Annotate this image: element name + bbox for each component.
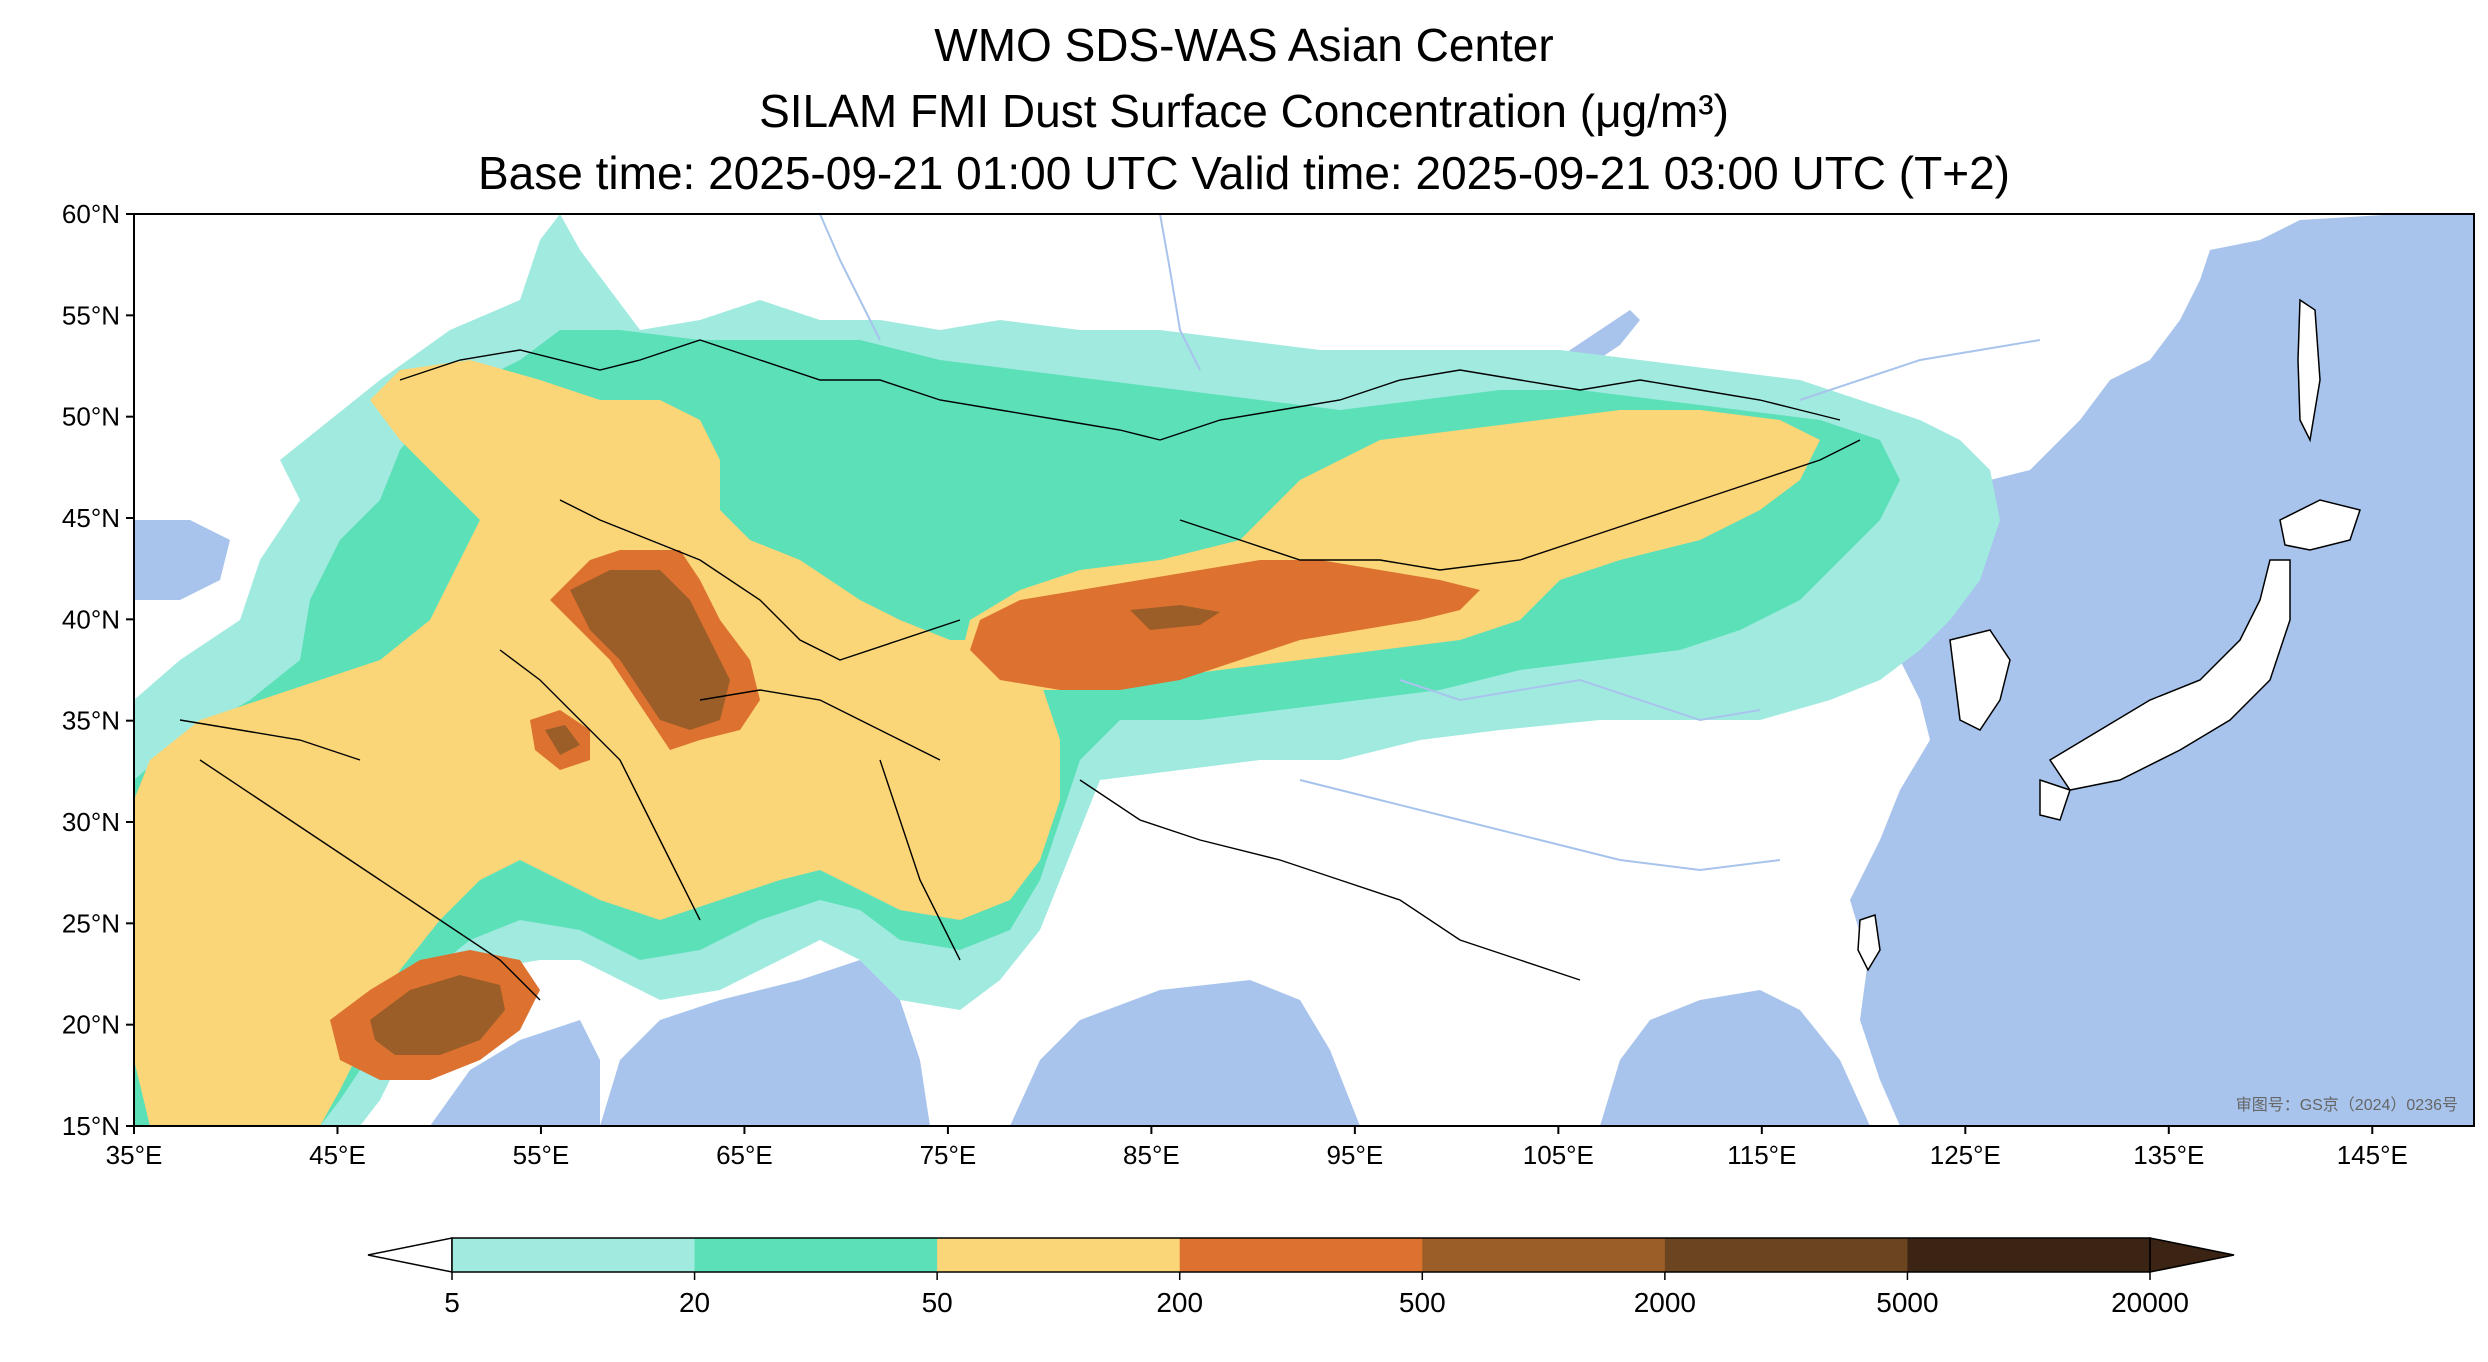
taiwan <box>1857 914 1881 972</box>
colorbar-max-extension <box>2149 1237 2235 1273</box>
lon-tick-label: 105°E <box>1523 1140 1594 1170</box>
border-arabia <box>199 759 541 1001</box>
lon-axis: 35°E 45°E 55°E 65°E 75°E 85°E 95°E 105°E 115°E 12… <box>106 1126 2408 1170</box>
lon-tick-label: 145°E <box>2337 1140 2408 1170</box>
lon-tick-label: 95°E <box>1327 1140 1384 1170</box>
river-yenisei <box>1159 214 1201 371</box>
border-pakistan-india <box>879 759 961 961</box>
border-russia-kazakhstan <box>399 339 1161 441</box>
colorbar-segment <box>452 1238 696 1272</box>
bay-of-bengal <box>1010 980 1360 1126</box>
colorbar-segment <box>937 1238 1181 1272</box>
border-china-south <box>1079 779 1581 981</box>
hokkaido <box>2279 499 2361 551</box>
dust-level-500-2000-arabia <box>370 975 505 1055</box>
colorbar: 5 20 50 200 500 2000 5000 20000 <box>367 1237 2235 1318</box>
japan-islands <box>2039 499 2361 821</box>
lon-tick-label: 135°E <box>2133 1140 2204 1170</box>
lat-tick-label: 15°N <box>62 1111 120 1141</box>
colorbar-min-extension <box>367 1237 453 1273</box>
lat-tick-label: 50°N <box>62 402 120 432</box>
kyushu <box>2039 778 2071 821</box>
river-yangtze <box>1299 779 1781 872</box>
map-watermark: 审图号：GS京（2024）0236号 <box>2236 1096 2458 1114</box>
dust-concentration-field <box>134 214 2000 1126</box>
lon-tick-label: 35°E <box>106 1140 163 1170</box>
map-area: 审图号：GS京（2024）0236号 <box>134 214 2474 1126</box>
dust-level-200-500-taklamakan <box>970 560 1480 690</box>
sea-areas <box>134 214 2474 1126</box>
pacific-ocean <box>1850 214 2474 1126</box>
river-yellow <box>1399 678 1761 722</box>
colorbar-frame <box>451 1237 2151 1273</box>
lat-axis: 60°N 55°N 50°N 45°N 40°N 35°N 30°N 25°N 20°N 15°N <box>62 199 134 1141</box>
dust-level-500-2000-iran <box>545 725 580 755</box>
colorbar-tick-label: 5000 <box>1876 1287 1938 1318</box>
border-russia-mongolia <box>1159 369 1841 441</box>
lon-tick-label: 55°E <box>513 1140 570 1170</box>
lon-tick-label: 75°E <box>920 1140 977 1170</box>
river-ob <box>819 214 881 341</box>
colorbar-tick-label: 50 <box>922 1287 953 1318</box>
border-china-mongolia <box>1179 439 1861 571</box>
colorbar-segment <box>1907 1238 2151 1272</box>
indian-ocean <box>600 960 930 1126</box>
border-iran <box>499 649 701 921</box>
border-afghanistan <box>699 689 941 761</box>
colorbar-segment <box>694 1238 938 1272</box>
lon-tick-label: 115°E <box>1727 1140 1796 1170</box>
dust-level-500-2000-taklamakan <box>1130 605 1220 630</box>
colorbar-segment <box>1664 1238 1908 1272</box>
lat-tick-label: 45°N <box>62 503 120 533</box>
river-amur <box>1799 339 2041 401</box>
map-frame <box>133 213 2475 1127</box>
lon-tick-label: 125°E <box>1930 1140 2001 1170</box>
colorbar-tick-label: 5 <box>444 1287 460 1318</box>
rivers <box>819 214 2041 872</box>
sakhalin <box>2297 298 2321 443</box>
colorbar-tick-label: 200 <box>1156 1287 1203 1318</box>
lat-tick-label: 60°N <box>62 199 120 229</box>
map-title: WMO SDS-WAS Asian Center <box>934 19 1554 71</box>
arabian-sea-west <box>430 1020 600 1126</box>
lat-tick-label: 35°N <box>62 706 120 736</box>
colorbar-tick-label: 500 <box>1399 1287 1446 1318</box>
lat-tick-label: 55°N <box>62 300 120 330</box>
colorbar-segment <box>1422 1238 1666 1272</box>
lon-tick-label: 65°E <box>716 1140 773 1170</box>
lon-tick-label: 85°E <box>1123 1140 1180 1170</box>
border-central-asia <box>559 499 961 661</box>
lat-tick-label: 30°N <box>62 807 120 837</box>
lat-tick-label: 20°N <box>62 1010 120 1040</box>
map-subtitle: SILAM FMI Dust Surface Concentration (μg… <box>759 85 1729 137</box>
colorbar-tick-label: 20 <box>679 1287 710 1318</box>
country-borders <box>179 339 1861 1001</box>
colorbar-tick-label: 2000 <box>1634 1287 1696 1318</box>
lat-tick-label: 40°N <box>62 604 120 634</box>
honshu <box>2048 559 2291 791</box>
lon-tick-label: 45°E <box>309 1140 366 1170</box>
south-china-sea <box>1600 990 1870 1126</box>
dust-level-50-200-west <box>134 360 1060 1126</box>
map-time-info: Base time: 2025-09-21 01:00 UTC Valid ti… <box>478 147 2010 199</box>
lat-tick-label: 25°N <box>62 908 120 938</box>
dust-level-500-2000-karakum <box>570 570 730 730</box>
border-iraq-syria <box>179 719 361 761</box>
korean-peninsula <box>1949 629 2011 731</box>
black-sea <box>134 520 230 600</box>
colorbar-segment <box>1179 1238 1423 1272</box>
colorbar-tick-label: 20000 <box>2111 1287 2189 1318</box>
